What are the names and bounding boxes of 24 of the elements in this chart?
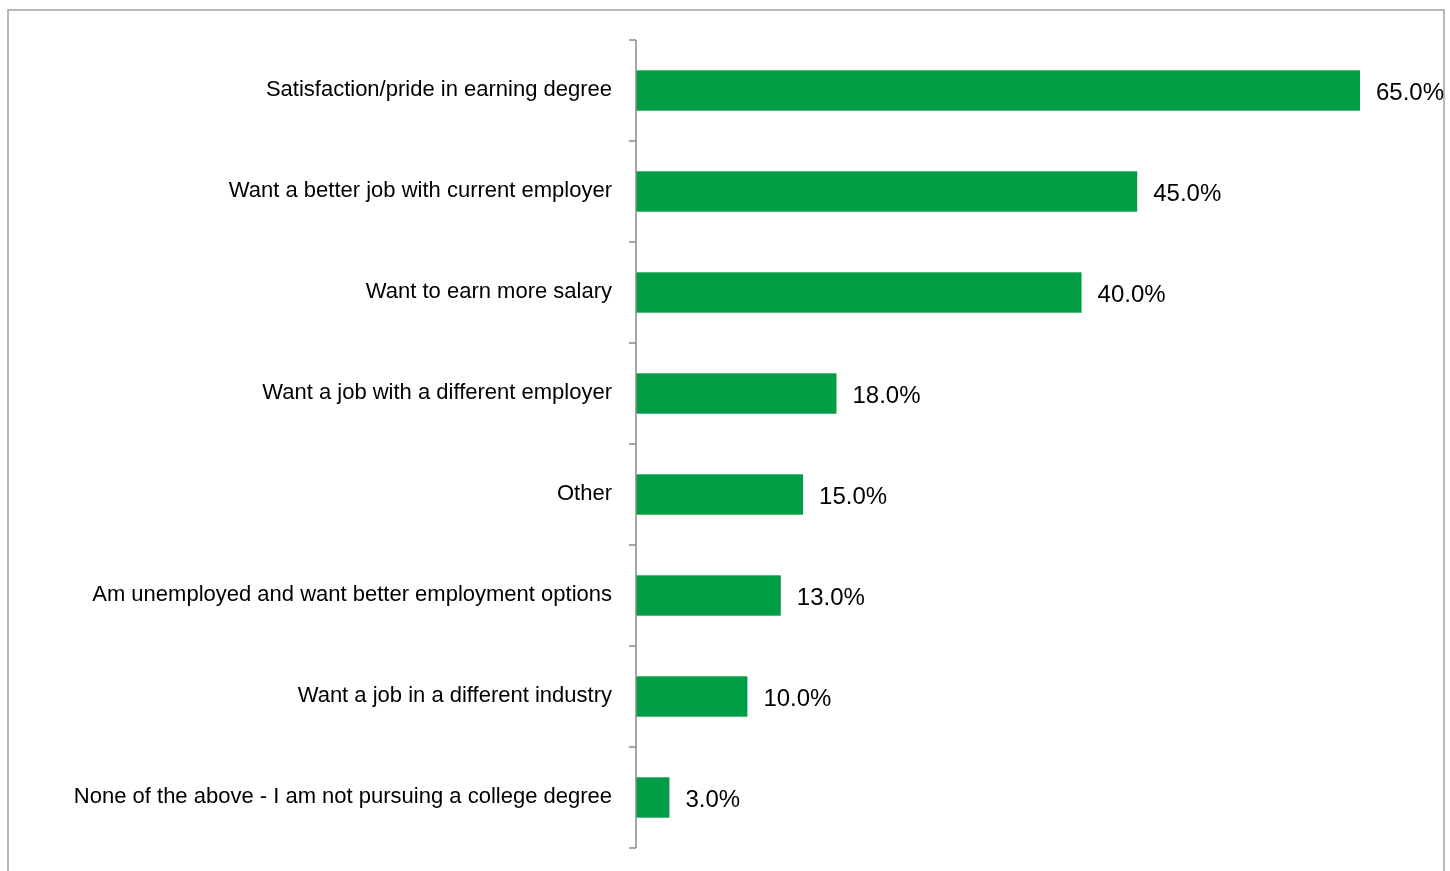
data-label: 3.0% bbox=[685, 784, 741, 812]
bar bbox=[636, 70, 1360, 111]
bar bbox=[636, 272, 1082, 313]
data-label: 65.0% bbox=[1376, 77, 1445, 105]
y-tick-label: Other bbox=[556, 480, 612, 506]
y-tick-label: Want a job in a different industry bbox=[297, 682, 612, 708]
data-label: 18.0% bbox=[852, 380, 921, 408]
data-label: 45.0% bbox=[1153, 178, 1222, 206]
y-tick-label: Satisfaction/pride in earning degree bbox=[265, 76, 612, 102]
y-tick-label: Want to earn more salary bbox=[365, 278, 612, 304]
y-tick-label: Am unemployed and want better employment options bbox=[92, 581, 612, 607]
bar bbox=[636, 373, 837, 414]
bar bbox=[636, 575, 781, 616]
y-tick-label: Want a better job with current employer bbox=[228, 177, 612, 203]
bar bbox=[636, 777, 670, 818]
data-label: 15.0% bbox=[819, 481, 888, 509]
data-label: 40.0% bbox=[1097, 279, 1166, 307]
bar bbox=[636, 474, 804, 515]
y-tick-label: None of the above - I am not pursuing a college degree bbox=[73, 783, 612, 809]
data-label: 13.0% bbox=[796, 582, 865, 610]
y-tick-label: Want a job with a different employer bbox=[262, 379, 612, 405]
bar bbox=[636, 676, 748, 717]
data-label: 10.0% bbox=[763, 683, 832, 711]
bar bbox=[636, 171, 1138, 212]
